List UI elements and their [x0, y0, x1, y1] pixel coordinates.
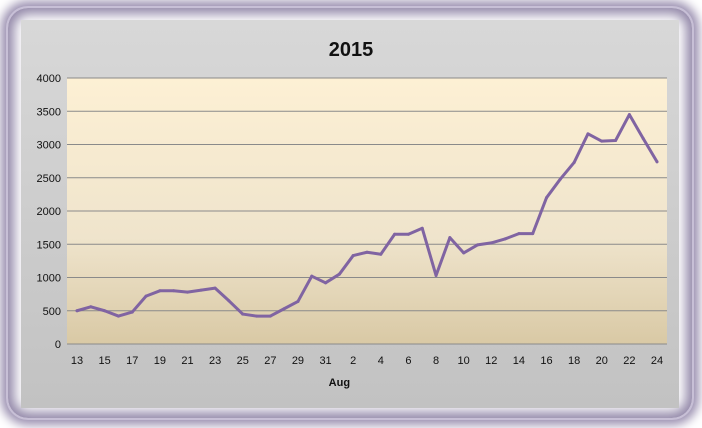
x-tick-label: 25 [237, 355, 249, 367]
x-tick-label: 6 [405, 355, 411, 367]
series-group [75, 113, 659, 318]
data-point [241, 312, 245, 316]
data-point [475, 243, 479, 247]
x-tick-label: 2 [350, 355, 356, 367]
data-point [351, 254, 355, 258]
data-point [434, 274, 438, 278]
data-point [448, 236, 452, 240]
y-tick-label: 3500 [37, 106, 61, 118]
data-point [89, 305, 93, 309]
x-tick-label: 10 [458, 355, 470, 367]
data-point [517, 232, 521, 236]
data-point [655, 160, 659, 164]
data-point [268, 314, 272, 318]
chart-title: 2015 [329, 39, 374, 61]
data-point [572, 160, 576, 164]
y-axis-ticks: 0 500 1000 1500 2000 2500 3000 3500 4000 [37, 73, 61, 351]
data-point [296, 299, 300, 303]
data-point [199, 288, 203, 292]
data-point [130, 310, 134, 314]
data-point [420, 226, 424, 230]
x-tick-label: 23 [209, 355, 221, 367]
data-point [379, 252, 383, 256]
y-tick-label: 2000 [37, 206, 61, 218]
y-tick-label: 500 [43, 306, 61, 318]
data-point [227, 299, 231, 303]
x-tick-label: 24 [651, 355, 663, 367]
x-tick-label: 16 [540, 355, 552, 367]
data-point [213, 286, 217, 290]
data-point [282, 307, 286, 311]
data-point [462, 251, 466, 255]
x-tick-label: 18 [568, 355, 580, 367]
y-tick-label: 4000 [37, 73, 61, 85]
data-point [489, 241, 493, 245]
data-point [531, 232, 535, 236]
x-tick-label: 13 [71, 355, 83, 367]
data-point [310, 274, 314, 278]
x-tick-label: 31 [319, 355, 331, 367]
x-tick-label: 12 [485, 355, 497, 367]
data-point [75, 309, 79, 313]
x-tick-label: 27 [264, 355, 276, 367]
data-point [641, 137, 645, 141]
x-tick-label: 22 [623, 355, 635, 367]
data-point [324, 281, 328, 285]
x-tick-label: 20 [596, 355, 608, 367]
data-point [586, 132, 590, 136]
x-tick-label: 17 [126, 355, 138, 367]
month-label: Aug [329, 377, 350, 389]
data-point [627, 113, 631, 117]
data-point [255, 314, 259, 318]
data-point [614, 139, 618, 143]
x-axis-ticks: 13 15 17 19 21 23 25 27 29 31 2 4 6 8 10 12 14 16 18 20 22 24 [71, 355, 663, 367]
x-tick-label: 15 [98, 355, 110, 367]
y-tick-label: 1000 [37, 273, 61, 285]
x-tick-label: 19 [154, 355, 166, 367]
data-point [393, 232, 397, 236]
x-tick-label: 14 [513, 355, 525, 367]
data-point [158, 289, 162, 293]
data-point [365, 250, 369, 254]
data-point [545, 196, 549, 200]
data-point [116, 314, 120, 318]
x-tick-label: 29 [292, 355, 304, 367]
chart-panel: 2015 0 500 1000 1500 2000 2500 3000 3500 4000 13… [21, 20, 679, 408]
data-point [172, 289, 176, 293]
data-point [600, 139, 604, 143]
x-tick-label: 8 [433, 355, 439, 367]
data-point [144, 294, 148, 298]
y-tick-label: 2500 [37, 173, 61, 185]
x-tick-label: 4 [378, 355, 384, 367]
data-point [503, 237, 507, 241]
gridlines [67, 77, 667, 345]
y-tick-label: 3000 [37, 140, 61, 152]
data-point [558, 177, 562, 181]
y-tick-label: 1500 [37, 239, 61, 251]
month-labels: AugSep [329, 377, 350, 389]
y-tick-label: 0 [55, 339, 61, 351]
data-point [406, 232, 410, 236]
data-point [103, 309, 107, 313]
data-point [337, 272, 341, 276]
data-point [185, 290, 189, 294]
x-tick-label: 21 [181, 355, 193, 367]
